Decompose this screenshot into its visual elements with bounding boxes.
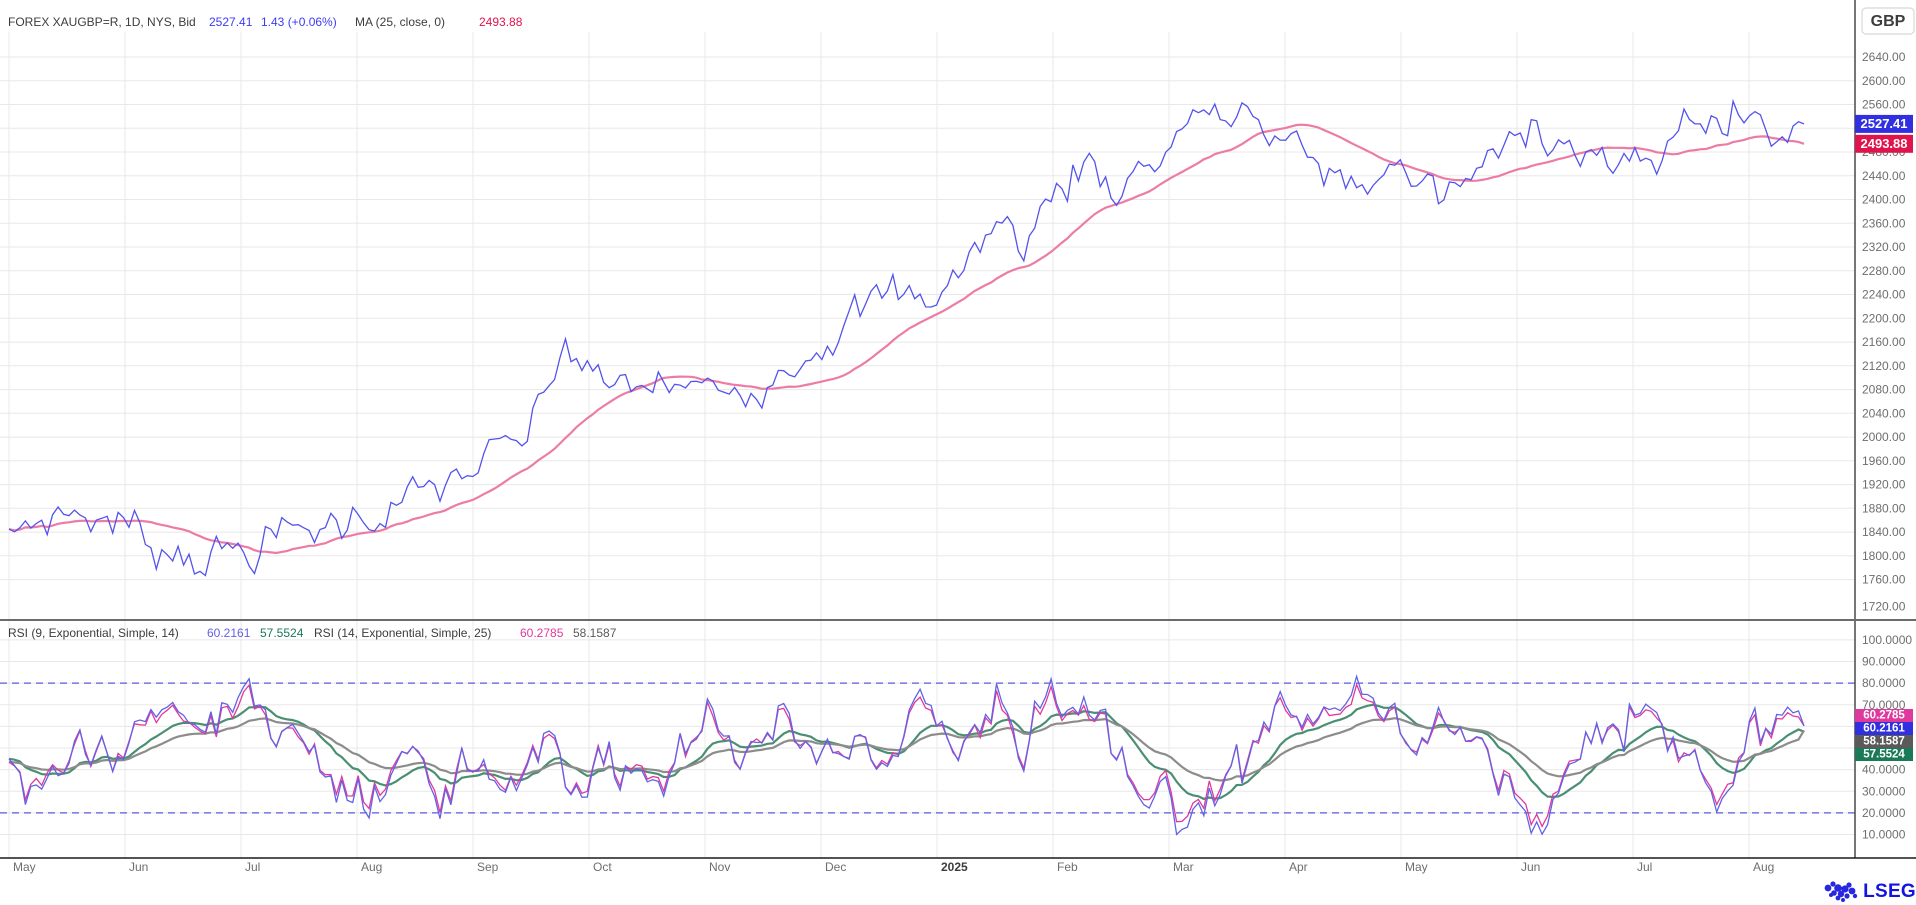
svg-text:Aug: Aug bbox=[1753, 860, 1774, 874]
svg-text:20.0000: 20.0000 bbox=[1862, 806, 1906, 820]
svg-text:90.0000: 90.0000 bbox=[1862, 655, 1906, 669]
svg-text:1760.00: 1760.00 bbox=[1862, 573, 1906, 587]
svg-text:2360.00: 2360.00 bbox=[1862, 216, 1906, 230]
svg-text:RSI (9, Exponential, Simple, 1: RSI (9, Exponential, Simple, 14) bbox=[8, 626, 179, 640]
svg-text:2400.00: 2400.00 bbox=[1862, 193, 1906, 207]
svg-text:1720.00: 1720.00 bbox=[1862, 600, 1906, 614]
svg-text:Oct: Oct bbox=[593, 860, 612, 874]
svg-text:Apr: Apr bbox=[1289, 860, 1308, 874]
svg-text:2240.00: 2240.00 bbox=[1862, 288, 1906, 302]
svg-text:2493.88: 2493.88 bbox=[479, 15, 523, 29]
svg-text:2600.00: 2600.00 bbox=[1862, 74, 1906, 88]
svg-text:Jul: Jul bbox=[245, 860, 260, 874]
svg-text:2493.88: 2493.88 bbox=[1861, 136, 1908, 151]
svg-text:Mar: Mar bbox=[1173, 860, 1194, 874]
svg-text:2200.00: 2200.00 bbox=[1862, 311, 1906, 325]
svg-text:2025: 2025 bbox=[941, 860, 968, 874]
svg-text:2160.00: 2160.00 bbox=[1862, 335, 1906, 349]
svg-text:2527.41: 2527.41 bbox=[209, 15, 253, 29]
svg-text:80.0000: 80.0000 bbox=[1862, 676, 1906, 690]
svg-text:60.2161: 60.2161 bbox=[1863, 723, 1905, 735]
svg-text:60.2785: 60.2785 bbox=[520, 626, 564, 640]
svg-text:Nov: Nov bbox=[709, 860, 730, 874]
svg-text:2640.00: 2640.00 bbox=[1862, 50, 1906, 64]
svg-text:1.43 (+0.06%): 1.43 (+0.06%) bbox=[261, 15, 337, 29]
svg-text:2120.00: 2120.00 bbox=[1862, 359, 1906, 373]
svg-text:60.2161: 60.2161 bbox=[207, 626, 251, 640]
svg-text:Aug: Aug bbox=[361, 860, 382, 874]
svg-text:RSI (14, Exponential, Simple,: RSI (14, Exponential, Simple, 25) bbox=[314, 626, 491, 640]
svg-text:2280.00: 2280.00 bbox=[1862, 264, 1906, 278]
svg-text:Sep: Sep bbox=[477, 860, 499, 874]
svg-text:58.1587: 58.1587 bbox=[573, 626, 617, 640]
svg-text:2080.00: 2080.00 bbox=[1862, 383, 1906, 397]
svg-text:Jul: Jul bbox=[1637, 860, 1652, 874]
svg-text:58.1587: 58.1587 bbox=[1863, 736, 1905, 748]
svg-text:Dec: Dec bbox=[825, 860, 846, 874]
svg-text:100.0000: 100.0000 bbox=[1862, 633, 1912, 647]
svg-text:1880.00: 1880.00 bbox=[1862, 501, 1906, 515]
svg-text:1920.00: 1920.00 bbox=[1862, 478, 1906, 492]
svg-text:2320.00: 2320.00 bbox=[1862, 240, 1906, 254]
svg-text:30.0000: 30.0000 bbox=[1862, 784, 1906, 798]
svg-text:2000.00: 2000.00 bbox=[1862, 430, 1906, 444]
svg-text:May: May bbox=[13, 860, 36, 874]
svg-text:2440.00: 2440.00 bbox=[1862, 169, 1906, 183]
svg-text:2040.00: 2040.00 bbox=[1862, 406, 1906, 420]
svg-text:Feb: Feb bbox=[1057, 860, 1078, 874]
svg-text:2560.00: 2560.00 bbox=[1862, 98, 1906, 112]
svg-text:57.5524: 57.5524 bbox=[260, 626, 304, 640]
svg-text:MA (25, close, 0): MA (25, close, 0) bbox=[355, 15, 445, 29]
svg-text:2527.41: 2527.41 bbox=[1861, 116, 1908, 131]
svg-text:1960.00: 1960.00 bbox=[1862, 454, 1906, 468]
svg-text:LSEG: LSEG bbox=[1863, 881, 1916, 902]
svg-text:Jun: Jun bbox=[129, 860, 148, 874]
svg-text:60.2785: 60.2785 bbox=[1863, 710, 1905, 722]
svg-text:1800.00: 1800.00 bbox=[1862, 549, 1906, 563]
svg-text:GBP: GBP bbox=[1871, 13, 1906, 30]
svg-text:FOREX XAUGBP=R, 1D, NYS, Bid: FOREX XAUGBP=R, 1D, NYS, Bid bbox=[8, 15, 196, 29]
svg-text:57.5524: 57.5524 bbox=[1863, 749, 1905, 761]
svg-text:10.0000: 10.0000 bbox=[1862, 828, 1906, 842]
svg-text:Jun: Jun bbox=[1521, 860, 1540, 874]
svg-text:May: May bbox=[1405, 860, 1428, 874]
svg-text:40.0000: 40.0000 bbox=[1862, 763, 1906, 777]
svg-text:1840.00: 1840.00 bbox=[1862, 525, 1906, 539]
